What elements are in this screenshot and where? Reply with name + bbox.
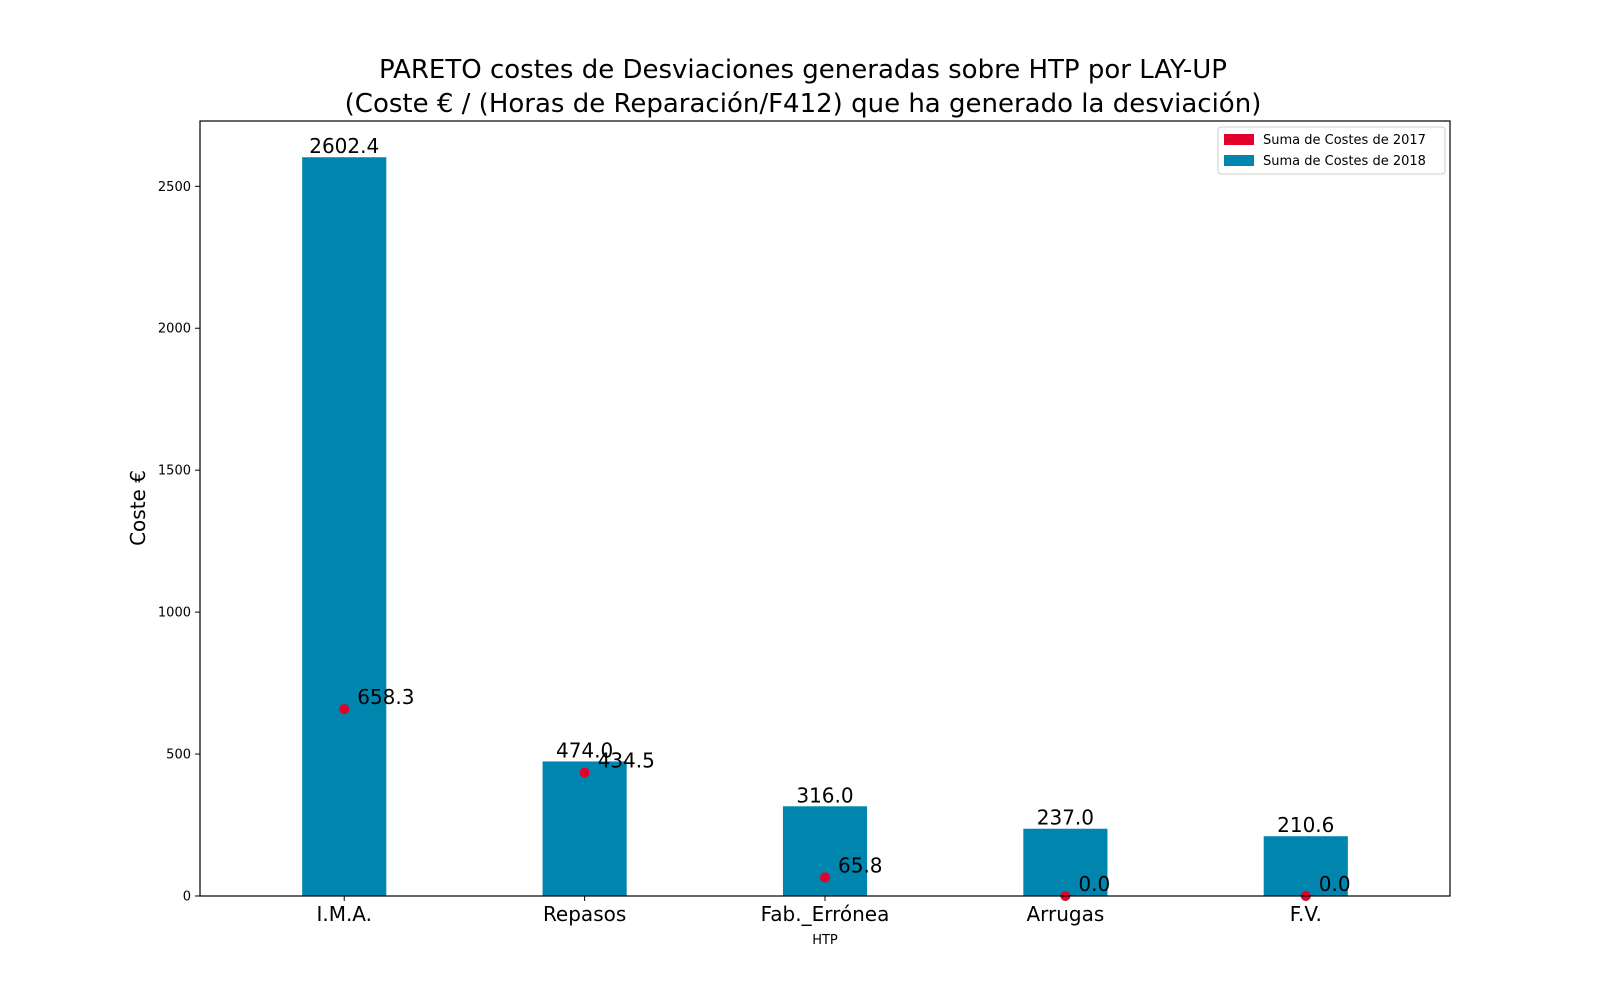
plot-area: 0 500 1000 1500 2000 2500 I.M.A. 2602.4 Repasos 4… bbox=[158, 134, 1351, 926]
point-value-label: 658.3 bbox=[357, 685, 414, 709]
y-tick-label: 500 bbox=[166, 748, 191, 763]
bar-2018 bbox=[542, 761, 627, 896]
point-2017 bbox=[820, 872, 830, 883]
legend: Suma de Costes de 2017 Suma de Costes de… bbox=[1217, 126, 1446, 175]
bar-2018 bbox=[782, 806, 868, 896]
point-value-label: 0.0 bbox=[1078, 872, 1110, 896]
legend-label-2018: Suma de Costes de 2018 bbox=[1263, 154, 1426, 169]
y-tick-label: 2500 bbox=[158, 180, 191, 195]
y-tick-label: 2000 bbox=[158, 322, 191, 337]
bar-value-label: 316.0 bbox=[796, 783, 853, 807]
point-value-label: 65.8 bbox=[838, 853, 883, 877]
x-tick-label: Arrugas bbox=[1026, 902, 1104, 926]
bar-value-label: 237.0 bbox=[1037, 806, 1094, 830]
x-axis-label: HTP bbox=[812, 933, 838, 948]
bar-2018 bbox=[1263, 836, 1348, 896]
y-tick-label: 0 bbox=[183, 890, 191, 905]
y-axis-label: Coste € bbox=[126, 470, 150, 546]
bar-2018 bbox=[1023, 828, 1108, 896]
legend-swatch-2018 bbox=[1224, 155, 1254, 166]
chart-title-line1: PARETO costes de Desviaciones generadas … bbox=[379, 55, 1227, 85]
bar-value-label: 2602.4 bbox=[309, 134, 379, 158]
legend-swatch-2017 bbox=[1224, 134, 1254, 145]
legend-label-2017: Suma de Costes de 2017 bbox=[1263, 133, 1426, 148]
point-value-label: 434.5 bbox=[598, 749, 655, 773]
point-2017 bbox=[339, 704, 350, 715]
legend-box bbox=[1217, 126, 1446, 175]
bar-value-label: 210.6 bbox=[1277, 813, 1334, 837]
x-tick-label: Repasos bbox=[543, 902, 626, 926]
point-2017 bbox=[579, 767, 590, 778]
x-tick-label: I.M.A. bbox=[316, 902, 372, 926]
y-tick-label: 1000 bbox=[158, 606, 191, 621]
bar-value-label: 474.0 bbox=[556, 738, 613, 762]
y-tick-label: 1500 bbox=[158, 464, 191, 479]
point-value-label: 0.0 bbox=[1319, 872, 1351, 896]
x-tick-label: F.V. bbox=[1290, 902, 1322, 926]
bar-2018 bbox=[302, 157, 387, 896]
axes-frame bbox=[199, 120, 1451, 897]
chart-title-line2: (Coste € / (Horas de Reparación/F412) qu… bbox=[345, 89, 1262, 119]
x-tick-label: Fab._Errónea bbox=[761, 902, 890, 926]
